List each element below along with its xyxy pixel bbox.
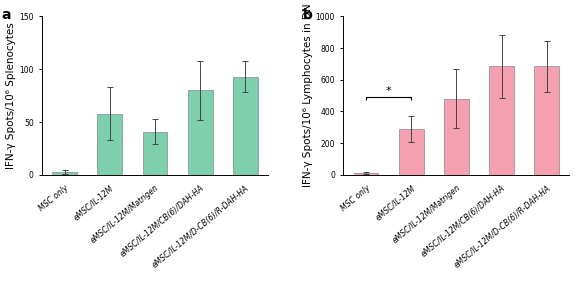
Bar bbox=[98, 114, 122, 175]
Text: a: a bbox=[1, 8, 11, 23]
Bar bbox=[399, 129, 424, 175]
Bar bbox=[188, 90, 213, 175]
Bar bbox=[52, 172, 77, 175]
Bar bbox=[143, 131, 167, 175]
Bar bbox=[444, 99, 469, 175]
Bar bbox=[233, 77, 258, 175]
Bar bbox=[489, 66, 514, 175]
Bar bbox=[354, 173, 378, 175]
Text: *: * bbox=[386, 86, 392, 96]
Y-axis label: IFN-γ Spots/10⁶ Splenocytes: IFN-γ Spots/10⁶ Splenocytes bbox=[6, 22, 17, 169]
Bar bbox=[534, 66, 559, 175]
Y-axis label: IFN-γ Spots/10⁶ Lymphocytes in DN: IFN-γ Spots/10⁶ Lymphocytes in DN bbox=[303, 4, 313, 188]
Text: b: b bbox=[302, 8, 312, 23]
